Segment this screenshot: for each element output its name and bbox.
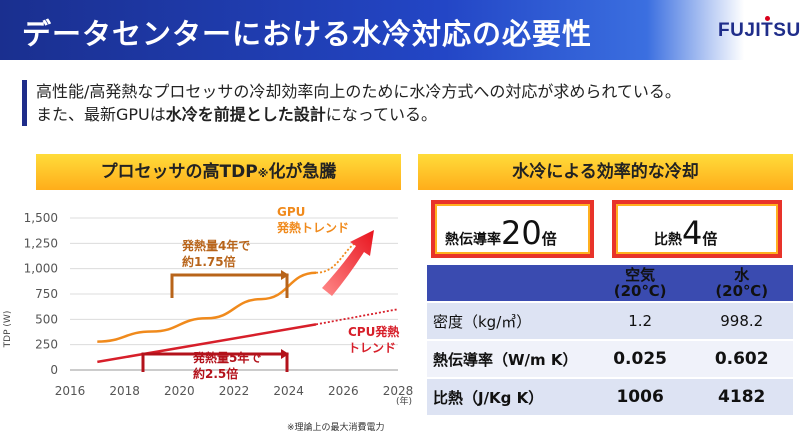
cpu-annotation-line-2: 約2.5倍 — [193, 366, 238, 381]
x-tick-label: 2024 — [273, 384, 304, 398]
highlight-value: 20 — [501, 214, 542, 252]
header-air-temp: (20℃) — [613, 282, 667, 300]
x-tick-label: 2018 — [109, 384, 140, 398]
footnote: ※理論上の最大消費電力 — [287, 423, 385, 433]
cpu-annotation-arrowhead — [281, 349, 289, 359]
left-banner-note-mark: ※ — [257, 167, 269, 180]
intro-text: 高性能/高発熱なプロセッサの冷却効率向上のために水冷方式への対応が求められている… — [36, 80, 681, 126]
header-air-name: 空気 — [625, 266, 656, 284]
gpu-trend-line — [97, 271, 317, 343]
gpu-trend-projection — [315, 237, 371, 274]
gpu-annotation-line-2: 約1.75倍 — [182, 254, 236, 269]
logo-dot — [765, 16, 770, 21]
x-tick-label: 2026 — [328, 384, 359, 398]
y-tick-label: 250 — [35, 338, 58, 352]
cell-air-density: 1.2 — [589, 303, 691, 339]
gpu-annotation-line-1: 発熱量4年で — [181, 238, 250, 253]
highlight-label: 熱伝導率 — [445, 232, 501, 248]
gpu-annotation-arrowhead — [281, 270, 289, 280]
table-row: 比熱（J/Kg K） 1006 4182 — [427, 379, 793, 415]
header-bar: データセンターにおける水冷対応の必要性 FUJITSU — [0, 0, 809, 60]
highlight-unit: 倍 — [702, 230, 718, 248]
right-banner-text: 水冷による効率的な冷却 — [512, 162, 699, 182]
cpu-trend-line — [97, 323, 317, 364]
fujitsu-logo: FUJITSU — [718, 20, 801, 41]
y-tick-label: 1,250 — [24, 236, 58, 250]
cpu-series-label-2: トレンド — [348, 341, 396, 355]
cell-water-density: 998.2 — [690, 303, 793, 339]
row-label-specific-heat: 比熱（J/Kg K） — [427, 379, 590, 415]
row-label-density: 密度（kg/㎥） — [427, 303, 590, 339]
row-label-thermal-conductivity: 熱伝導率（W/m K） — [427, 341, 590, 377]
highlight-label: 比熱 — [654, 232, 682, 248]
table-row: 熱伝導率（W/m K） 0.025 0.602 — [427, 341, 793, 377]
right-banner: 水冷による効率的な冷却 — [418, 154, 793, 190]
y-tick-label: 500 — [35, 312, 58, 326]
intro-line-1: 高性能/高発熱なプロセッサの冷却効率向上のために水冷方式への対応が求められている… — [36, 82, 681, 101]
intro-line-2: また、最新GPUは水冷を前提とした設計になっている。 — [36, 103, 681, 126]
intro-line-2-post: になっている。 — [325, 105, 437, 124]
intro-accent-bar — [22, 80, 27, 126]
highlight-thermal-conductivity: 熱伝導率20倍 — [431, 200, 594, 258]
chart-y-axis-label: TDP (W) — [3, 311, 13, 349]
header-water-temp: (20℃) — [715, 282, 769, 300]
table-header-row: 空気 (20℃) 水 (20℃) — [427, 265, 793, 301]
table-header-water: 水 (20℃) — [690, 265, 793, 301]
chart-x-tick-labels: 2016 2018 2020 2022 2024 2026 2028 — [55, 384, 414, 398]
page-title: データセンターにおける水冷対応の必要性 — [22, 17, 593, 51]
cpu-series-label-1: CPU発熱 — [348, 324, 399, 339]
cell-air-specific-heat: 1006 — [589, 379, 691, 415]
left-banner-text: プロセッサの高TDP — [100, 162, 258, 182]
comparison-table: 空気 (20℃) 水 (20℃) 密度（kg/㎥） 1.2 998.2 熱伝導率… — [427, 263, 793, 417]
cell-water-specific-heat: 4182 — [690, 379, 793, 415]
cpu-annotation-bracket — [141, 352, 289, 372]
x-tick-label: 2020 — [164, 384, 195, 398]
highlight-specific-heat: 比熱4倍 — [612, 200, 782, 258]
left-banner: プロセッサの高TDP※化が急騰 — [36, 154, 401, 190]
table-header-air: 空気 (20℃) — [589, 265, 691, 301]
highlight-unit: 倍 — [541, 230, 557, 248]
left-banner-text-2: 化が急騰 — [268, 162, 337, 182]
y-tick-label: 0 — [50, 363, 58, 377]
highlight-value: 4 — [682, 214, 703, 252]
header-water-name: 水 — [734, 266, 750, 284]
chart-y-tick-labels: 1,500 1,250 1,000 750 500 250 0 — [24, 211, 58, 377]
x-tick-label: 2028 — [383, 384, 414, 398]
y-tick-label: 1,000 — [24, 262, 58, 276]
table-row: 密度（kg/㎥） 1.2 998.2 — [427, 303, 793, 339]
chart-x-axis-unit: (年) — [396, 395, 412, 407]
gpu-series-label-2: 発熱トレンド — [276, 220, 349, 235]
x-tick-label: 2016 — [55, 384, 86, 398]
gpu-annotation-bracket — [170, 273, 289, 298]
x-tick-label: 2022 — [219, 384, 250, 398]
y-tick-label: 1,500 — [24, 211, 58, 225]
intro-line-2-pre: また、最新GPUは — [36, 105, 166, 124]
chart-gridlines — [70, 217, 398, 371]
rising-arrow-icon — [322, 230, 374, 296]
cell-water-thermal-conductivity: 0.602 — [690, 341, 793, 377]
cell-air-thermal-conductivity: 0.025 — [589, 341, 691, 377]
gpu-series-label-1: GPU — [277, 205, 305, 219]
cpu-trend-projection — [315, 308, 399, 326]
y-tick-label: 750 — [35, 287, 58, 301]
intro-line-2-bold: 水冷を前提とした設計 — [165, 105, 326, 124]
cpu-annotation-line-1: 発熱量5年で — [192, 350, 261, 365]
table-header-blank — [427, 265, 590, 301]
